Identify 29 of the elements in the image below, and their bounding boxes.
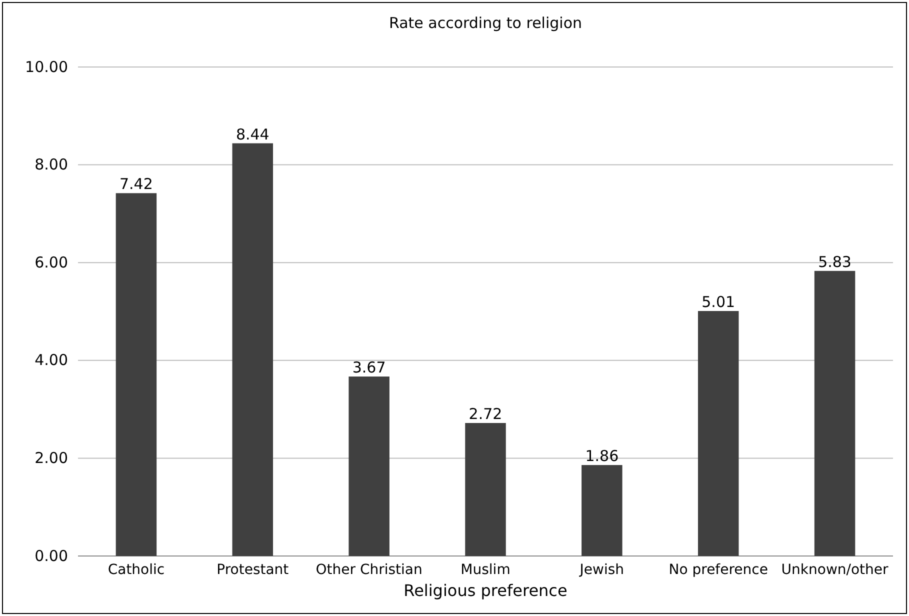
y-tick-label: 6.00 xyxy=(34,253,68,272)
x-tick-label: No preference xyxy=(668,562,768,578)
data-label: 1.86 xyxy=(585,447,619,466)
x-tick-label: Muslim xyxy=(460,562,510,578)
data-label: 3.67 xyxy=(352,358,386,377)
x-tick-label: Protestant xyxy=(216,562,290,578)
y-tick-label: 0.00 xyxy=(34,546,68,565)
bar xyxy=(814,270,856,556)
x-tick-label: Catholic xyxy=(108,562,165,578)
bar xyxy=(582,465,622,556)
x-tick-label: Other Christian xyxy=(316,562,422,578)
x-tick-label: Unknown/other xyxy=(781,562,889,578)
bar xyxy=(698,311,739,556)
bar xyxy=(348,376,390,556)
bar xyxy=(116,193,157,556)
y-tick-label: 10.00 xyxy=(25,58,68,76)
bar xyxy=(232,143,274,556)
data-label: 5.83 xyxy=(818,252,852,271)
y-tick-label: 4.00 xyxy=(34,351,68,370)
data-label: 2.72 xyxy=(468,404,502,423)
x-axis-title: Religious preference xyxy=(404,581,568,600)
y-tick-label: 8.00 xyxy=(34,156,68,174)
data-label: 8.44 xyxy=(236,125,270,144)
y-tick-label: 2.00 xyxy=(34,449,68,467)
bar xyxy=(465,422,506,556)
chart-title: Rate according to religion xyxy=(388,14,582,32)
x-tick-label: Jewish xyxy=(578,562,624,578)
data-label: 7.42 xyxy=(120,175,153,194)
data-label: 5.01 xyxy=(702,293,736,312)
